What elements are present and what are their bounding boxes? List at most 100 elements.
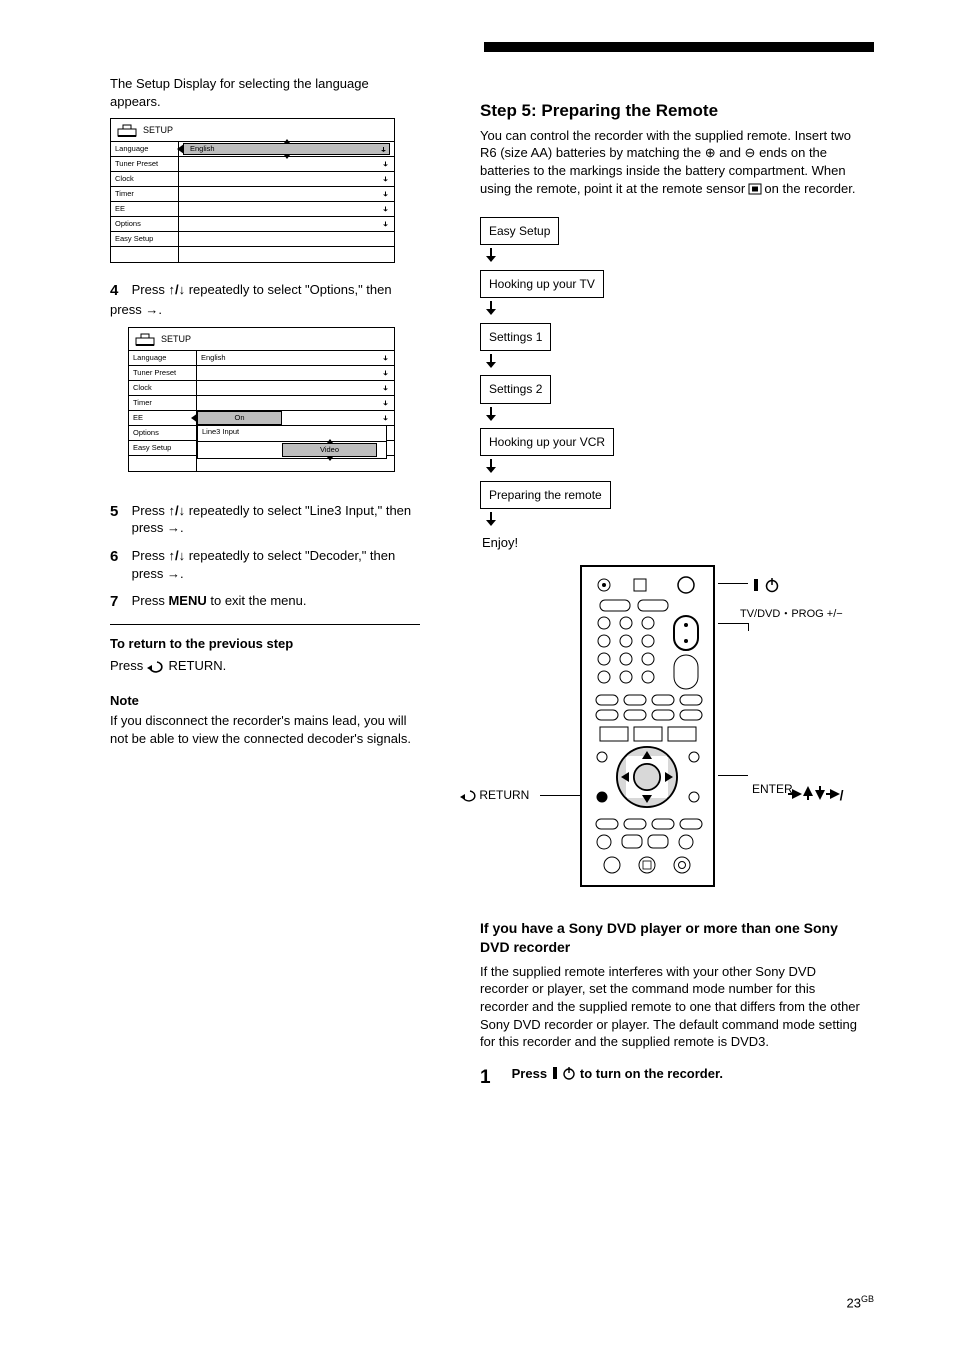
menu-label: Timer [129, 396, 197, 410]
section-body: You can control the recorder with the su… [480, 127, 860, 197]
callout-line [540, 795, 580, 796]
flow-arrow-icon [486, 248, 860, 267]
flow-box: Hooking up your TV [480, 270, 604, 298]
note-block: Note [110, 692, 420, 710]
right-column: Step 5: Preparing the Remote You can con… [480, 100, 860, 1090]
flow-arrow-icon [486, 354, 860, 373]
arrow-down-icon [383, 370, 388, 375]
arrow-down-icon [383, 177, 388, 182]
step-4-num: 4 [110, 281, 128, 301]
left-column: The Setup Display for selecting the lang… [110, 75, 420, 747]
menu-row: Language English [129, 351, 394, 366]
flow-chart: Easy Setup Hooking up your TV Settings 1… [480, 217, 860, 551]
arrow-down-icon [383, 415, 388, 420]
page-root: The Setup Display for selecting the lang… [0, 0, 954, 1352]
step-6: 6 Press ↑/↓ repeatedly to select "Decode… [110, 547, 420, 582]
subsection-heading: If you have a Sony DVD player or more th… [480, 919, 860, 957]
flow-box: Preparing the remote [480, 481, 611, 509]
pointer-left-icon [177, 144, 184, 154]
menu-title-1: SETUP [143, 124, 173, 136]
arrow-down-icon [383, 385, 388, 390]
callout-line [718, 623, 748, 624]
menu-label: Easy Setup [111, 232, 179, 246]
chevron-up-icon [284, 139, 290, 143]
menu-label: Tuner Preset [111, 157, 179, 171]
menu-value [179, 172, 394, 186]
flow-arrow-icon [486, 512, 860, 531]
menu-title-2: SETUP [161, 333, 191, 345]
return-heading: To return to the previous step [110, 635, 420, 653]
menu-row: Clock [111, 172, 394, 187]
note-tag: Note [110, 693, 139, 708]
menu-value: On [197, 411, 394, 425]
power-bar-icon [551, 1066, 559, 1080]
arrow-down-icon [383, 355, 388, 360]
menu-row: Tuner Preset [111, 157, 394, 172]
step-4-text: Press ↑/↓ repeatedly to select "Options,… [110, 282, 392, 317]
menu-value [197, 366, 394, 380]
menu-header-1: SETUP [111, 119, 394, 142]
arrow-down-icon [383, 222, 388, 227]
menu-label: Clock [111, 172, 179, 186]
callout-line [718, 775, 748, 776]
menu-value [179, 202, 394, 216]
step-6-text: Press ↑/↓ repeatedly to select "Decoder,… [132, 547, 412, 582]
menu-panel-1: SETUP Language English Tuner Preset [110, 118, 395, 263]
step-5: 5 Press ↑/↓ repeatedly to select "Line3 … [110, 502, 420, 537]
menu-value: English [179, 142, 394, 156]
arrow-down-icon [383, 400, 388, 405]
menu-row: Easy Setup [111, 232, 394, 247]
flow-box: Hooking up your VCR [480, 428, 614, 456]
step-7-num: 7 [110, 592, 128, 612]
return-icon [147, 660, 165, 672]
menu-row: Easy Setup [129, 441, 394, 456]
arrow-down-icon [383, 192, 388, 197]
sensor-icon [749, 184, 761, 194]
menu-label: Timer [111, 187, 179, 201]
step-1: 1 Press to turn on the recorder. [480, 1065, 860, 1091]
menu-label: Language [129, 351, 197, 365]
power-icon [562, 1066, 576, 1080]
menu-value [197, 396, 394, 410]
power-icon [764, 577, 780, 593]
menu-value [197, 456, 394, 471]
flow-arrow-icon [486, 407, 860, 426]
menu-label [111, 247, 179, 262]
menu-row: Timer [129, 396, 394, 411]
flow-arrow-icon [486, 301, 860, 320]
menu-label: Options [129, 426, 197, 440]
arrow-down-icon [383, 207, 388, 212]
callout-power [752, 575, 780, 597]
step-6-num: 6 [110, 547, 128, 567]
menu-row: Clock [129, 381, 394, 396]
section-heading: Step 5: Preparing the Remote [480, 100, 860, 123]
flow-box: Easy Setup [480, 217, 559, 245]
step-7-text: Press MENU to exit the menu. [132, 593, 307, 608]
menu-value: English [197, 351, 394, 365]
menu-row [111, 247, 394, 262]
step-7: 7 Press MENU to exit the menu. [110, 592, 420, 612]
callout-line [748, 623, 749, 631]
step-5-text: Press ↑/↓ repeatedly to select "Line3 In… [132, 502, 412, 537]
step-4: 4 Press ↑/↓ repeatedly to select "Option… [110, 281, 420, 319]
remote-body [580, 565, 715, 887]
menu-row: EE On [129, 411, 394, 426]
menu-value [197, 381, 394, 395]
arrow-down-icon [381, 147, 386, 152]
toolbox-icon [117, 123, 137, 137]
callout-line [718, 583, 748, 584]
menu-value: Line3 Input Video [197, 426, 394, 440]
subsection-body: If the supplied remote interferes with y… [480, 963, 860, 1051]
callout-return: RETURN [460, 787, 529, 803]
menu-value [179, 157, 394, 171]
flow-box: Settings 2 [480, 375, 551, 403]
note-body: If you disconnect the recorder's mains l… [110, 712, 420, 747]
menu-value [197, 441, 394, 455]
flow-arrow-icon [486, 459, 860, 478]
power-bar-icon [752, 577, 760, 593]
menu-label: Clock [129, 381, 197, 395]
callout-enter: ENTER [752, 781, 793, 797]
page-number: 23GB [847, 1293, 874, 1312]
header-bar [484, 42, 874, 52]
menu-label: Easy Setup [129, 441, 197, 455]
